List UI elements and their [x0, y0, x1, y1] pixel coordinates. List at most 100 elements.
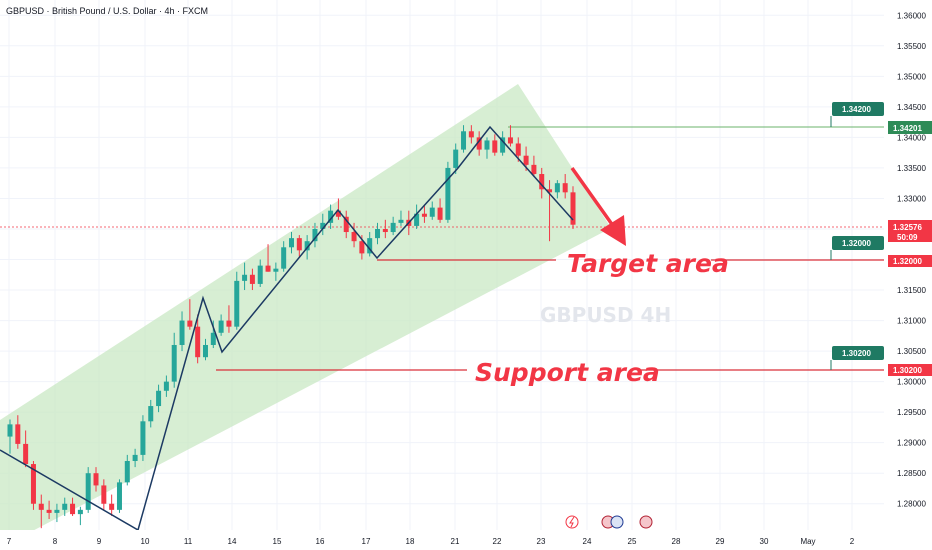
candle [195, 314, 201, 364]
candle [445, 161, 451, 223]
candle-body [304, 241, 310, 251]
candle [156, 384, 162, 413]
price-tick-label: 1.34500 [897, 103, 926, 112]
tag-1.34200: 1.34200 [830, 102, 884, 127]
tag-1.30200: 1.30200 [830, 346, 884, 370]
candle-body [171, 344, 177, 382]
candle-body [351, 232, 357, 242]
candle-body [414, 213, 420, 226]
candle-body [570, 192, 576, 225]
candle-body [437, 207, 443, 220]
candle-body [312, 228, 318, 242]
candle-body [367, 238, 373, 254]
candle-body [445, 167, 451, 220]
candle-body [296, 238, 302, 251]
price-tick-label: 1.31000 [897, 317, 926, 326]
candle-body [148, 406, 154, 422]
svg-text:1.30200: 1.30200 [893, 366, 922, 375]
candle-body [218, 320, 224, 333]
us-flag-event-icon[interactable] [639, 515, 653, 529]
candle-body [429, 207, 435, 217]
candle-body [62, 503, 68, 510]
candle-body [70, 503, 76, 515]
candle [109, 494, 115, 516]
price-tick-label: 1.34000 [897, 133, 926, 142]
candle-body [281, 247, 287, 269]
time-tick-label: 17 [362, 537, 371, 546]
time-tick-label: 22 [493, 537, 502, 546]
time-tick-label: 15 [273, 537, 282, 546]
candle [398, 210, 404, 226]
candle-body [38, 503, 44, 510]
candle-body [140, 421, 146, 455]
candle-body [77, 509, 83, 515]
tag-label: 1.34200 [842, 105, 871, 114]
candle [539, 167, 545, 199]
price-tick-label: 1.35500 [897, 42, 926, 51]
time-tick-label: 10 [141, 537, 150, 546]
candle-body [156, 390, 162, 407]
candle [492, 134, 498, 156]
time-tick-label: 8 [53, 537, 58, 546]
time-tick-label: 30 [760, 537, 769, 546]
candle-body [163, 381, 169, 391]
candle [171, 332, 177, 388]
down-arrow-head [600, 215, 626, 246]
candle [148, 399, 154, 428]
candle-body [226, 320, 232, 327]
candle [257, 259, 263, 287]
candle [461, 125, 467, 153]
price-tick-label: 1.28000 [897, 500, 926, 509]
candle-body [492, 140, 498, 153]
candle [343, 210, 349, 239]
price-tick-label: 1.33500 [897, 164, 926, 173]
candle [547, 180, 553, 242]
candle-body [54, 509, 60, 513]
candle [140, 415, 146, 462]
time-tick-label: 25 [628, 537, 637, 546]
candle-body [257, 265, 263, 284]
svg-text:1.32000: 1.32000 [893, 257, 922, 266]
candle-body [101, 485, 107, 504]
time-tick-label: 9 [97, 537, 102, 546]
time-tick-label: 11 [184, 537, 193, 546]
candle-body [46, 509, 52, 513]
lightning-event-icon[interactable] [565, 515, 579, 529]
price-tick-label: 1.28500 [897, 469, 926, 478]
candle [218, 314, 224, 336]
price-tick-label: 1.31500 [897, 286, 926, 295]
candle [7, 419, 13, 454]
candle [375, 222, 381, 245]
candle-body [531, 164, 537, 175]
candle [335, 198, 341, 220]
candle [351, 222, 357, 248]
candle [414, 204, 420, 229]
candle [116, 479, 122, 513]
candle [77, 506, 83, 526]
candle [38, 494, 44, 529]
price-axis: 1.36000 1.35500 1.35000 1.34500 1.34000 1.335… [897, 11, 926, 508]
candle [476, 131, 482, 156]
trend-channel [0, 84, 611, 548]
uk-flag-event-icon[interactable] [610, 515, 624, 529]
candle [453, 143, 459, 175]
candle [93, 467, 99, 492]
candle [15, 415, 21, 449]
candle [249, 268, 255, 291]
price-tick-label: 1.29500 [897, 408, 926, 417]
event-icons[interactable] [565, 515, 653, 529]
lightning-glyph [569, 516, 575, 528]
candle-body [359, 241, 365, 254]
svg-text:1.34201: 1.34201 [893, 124, 922, 133]
watermark: GBPUSD 4H [540, 303, 671, 327]
candle-body [265, 265, 271, 272]
candle [570, 186, 576, 229]
candle-body [468, 131, 474, 138]
candle-body [421, 213, 427, 217]
candle [367, 232, 373, 257]
time-tick-label: 24 [583, 537, 592, 546]
candle-body [507, 137, 513, 144]
time-axis-background[interactable] [0, 530, 932, 550]
time-axis: 7 8 9 10 11 14 15 16 17 18 21 22 23 24 25 28 29 30 May 2 [7, 537, 855, 546]
